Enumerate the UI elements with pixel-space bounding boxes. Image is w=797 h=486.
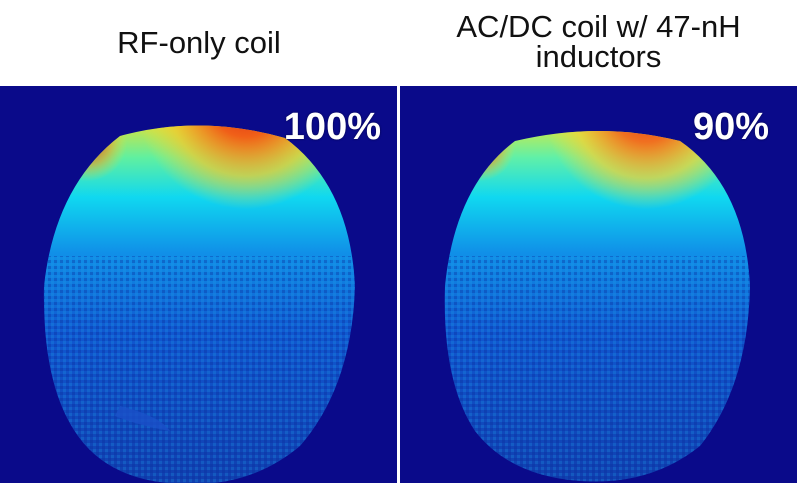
left-panel-title: RF-only coil [0,25,398,60]
right-panel-title-line1: AC/DC coil w/ 47-nH [456,9,741,44]
right-percentage-label: 90% [692,106,769,148]
left-panel-title-text: RF-only coil [117,25,281,60]
left-field-map: 100% [0,86,397,483]
right-field-map-image [444,131,750,482]
right-field-map: 90% [400,86,797,483]
panel-divider [397,86,400,483]
left-field-map-image [43,125,355,483]
right-panel-title: AC/DC coil w/ 47-nH inductors [400,9,797,74]
left-percentage-label: 100% [283,106,381,148]
right-panel-title-line2: inductors [535,39,662,74]
